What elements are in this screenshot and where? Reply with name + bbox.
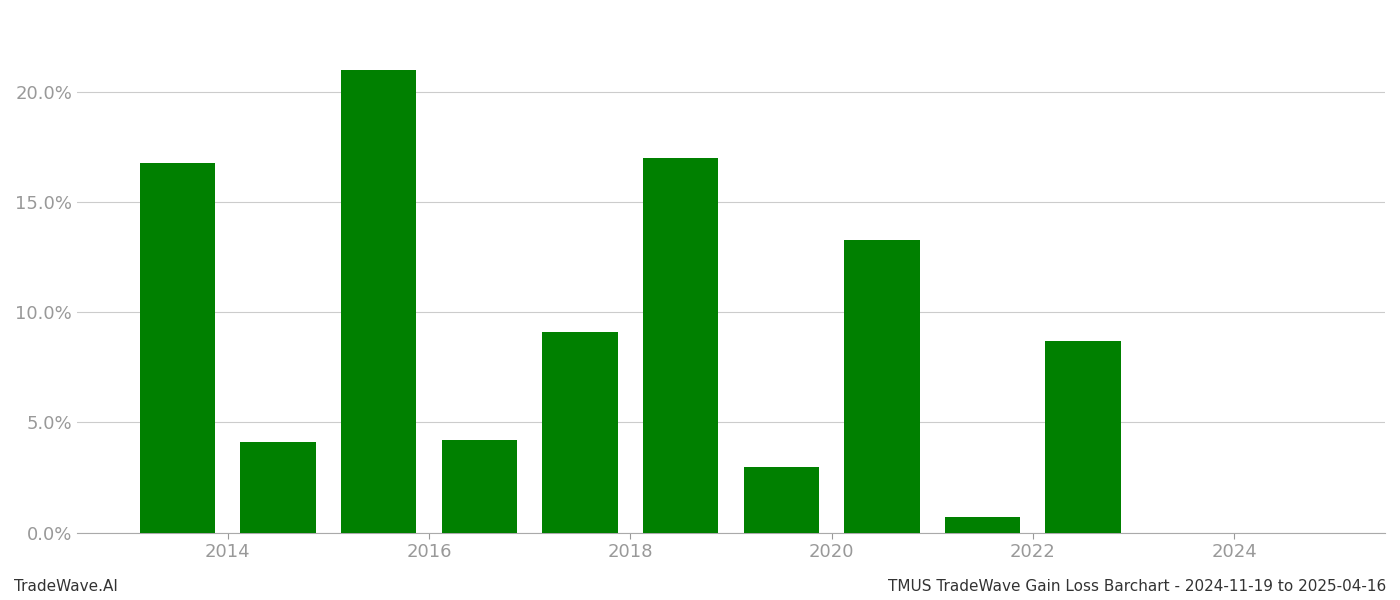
- Bar: [342, 70, 416, 533]
- Bar: [441, 440, 517, 533]
- Bar: [643, 158, 718, 533]
- Text: TMUS TradeWave Gain Loss Barchart - 2024-11-19 to 2025-04-16: TMUS TradeWave Gain Loss Barchart - 2024…: [888, 579, 1386, 594]
- Text: TradeWave.AI: TradeWave.AI: [14, 579, 118, 594]
- Bar: [140, 163, 216, 533]
- Bar: [1046, 341, 1121, 533]
- Bar: [945, 517, 1021, 533]
- Bar: [743, 467, 819, 533]
- Bar: [241, 442, 316, 533]
- Bar: [542, 332, 617, 533]
- Bar: [844, 239, 920, 533]
